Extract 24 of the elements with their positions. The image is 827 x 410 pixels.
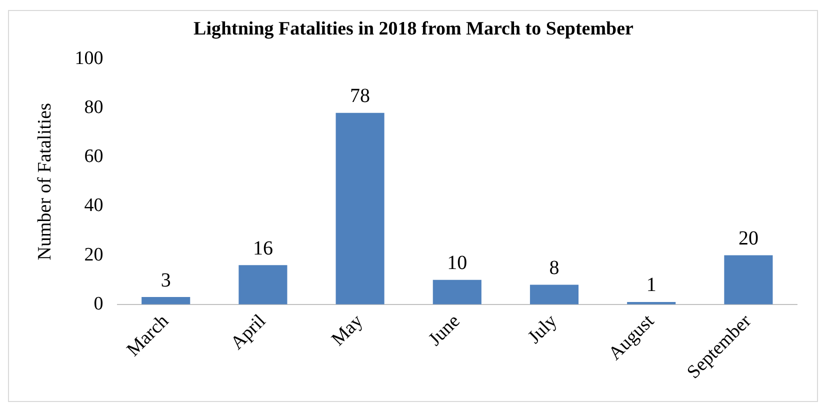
y-tick-label: 20 [84, 244, 104, 266]
x-tick-label: May [328, 310, 368, 350]
y-tick-label: 100 [74, 48, 104, 69]
data-label: 20 [738, 228, 758, 250]
bar [530, 284, 579, 304]
x-tick-label: June [424, 310, 464, 350]
data-label: 10 [447, 252, 468, 274]
data-label: 8 [549, 257, 560, 280]
data-label: 1 [646, 274, 656, 296]
x-tick-label: July [524, 310, 562, 348]
bar [724, 255, 773, 304]
y-tick-label: 40 [84, 195, 104, 216]
y-axis-title: Number of Fatalities [34, 102, 56, 260]
data-label: 78 [350, 85, 370, 108]
y-tick-label: 80 [84, 96, 104, 118]
data-label: 3 [160, 269, 171, 292]
bar [432, 280, 482, 304]
bar [336, 112, 384, 304]
chart-title: Lightning Fatalities in 2018 from March to September [194, 18, 634, 40]
data-label: 16 [252, 237, 273, 260]
bar [238, 265, 288, 304]
bar [142, 297, 190, 304]
y-tick-label: 0 [94, 293, 104, 314]
y-tick-label: 60 [84, 146, 104, 168]
